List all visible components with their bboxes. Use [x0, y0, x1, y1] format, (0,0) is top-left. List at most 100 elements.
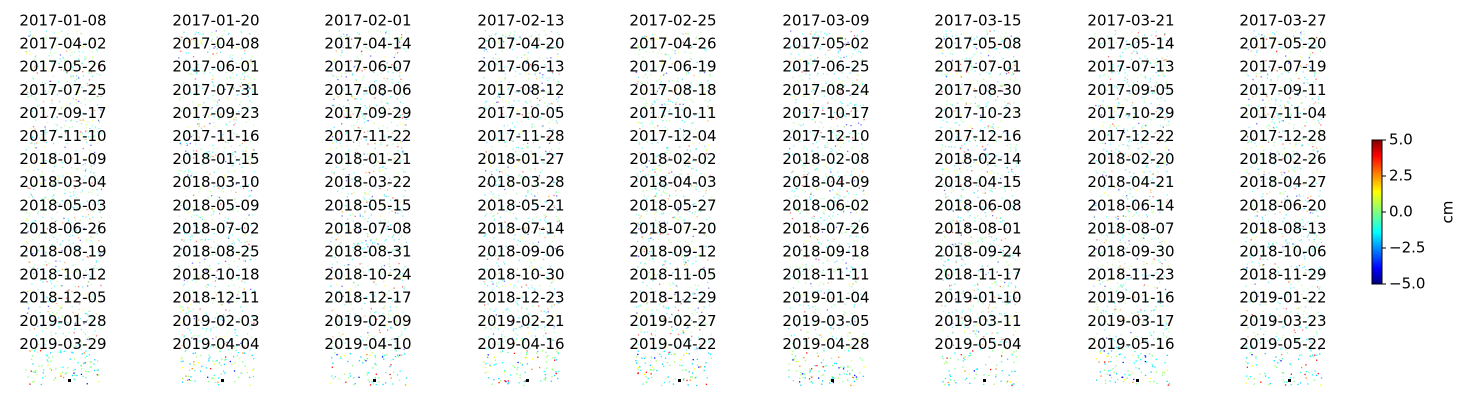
speckle-dot	[227, 184, 229, 187]
speckle-dot	[833, 73, 835, 75]
speckle-dot	[374, 108, 376, 110]
speckle-dot	[401, 117, 403, 119]
speckle-dot	[378, 268, 380, 270]
speckle-dot	[379, 167, 381, 169]
speckle-dot	[208, 265, 211, 267]
speckle-dot	[544, 236, 546, 239]
speckle-dot	[205, 270, 207, 272]
speckle-dot	[683, 154, 686, 156]
speckle-dot	[65, 104, 67, 106]
speckle-dot	[640, 122, 642, 124]
speckle-dot	[506, 107, 509, 109]
speckle-dot	[373, 281, 375, 283]
speckle-dot	[404, 115, 406, 117]
speckle-dot	[395, 320, 397, 322]
speckle-dot	[703, 233, 705, 236]
speckle-dot	[639, 207, 641, 209]
speckle-dot	[657, 165, 659, 167]
speckle-dot	[392, 139, 394, 141]
speckle-dot	[210, 328, 212, 330]
speckle-dot	[393, 231, 395, 233]
speckle-dot	[391, 179, 393, 182]
speckle-dot	[491, 245, 493, 247]
speckle-dot	[189, 272, 191, 275]
speckle-dot	[639, 97, 641, 99]
speckle-dot	[244, 365, 246, 367]
speckle-dot	[699, 343, 701, 346]
speckle-dot	[487, 371, 489, 373]
speckle-dot	[356, 121, 358, 123]
speckle-dot	[863, 366, 865, 368]
speckle-dot	[35, 55, 37, 57]
speckle-dot	[535, 205, 538, 208]
speckle-dot	[34, 371, 36, 373]
speckle-dot	[75, 99, 77, 101]
speckle-dot	[87, 313, 89, 316]
speckle-dot	[791, 129, 793, 131]
speckle-dot	[393, 157, 395, 160]
speckle-dot	[77, 90, 79, 93]
speckle-dot	[44, 210, 46, 212]
speckle-dot	[494, 63, 497, 65]
speckle-dot	[696, 311, 698, 314]
speckle-dot	[530, 188, 533, 191]
speckle-dot	[801, 264, 804, 266]
speckle-dot	[43, 213, 45, 215]
speckle-dot	[216, 48, 218, 50]
speckle-dot	[682, 137, 685, 139]
speckle-dot	[653, 66, 655, 69]
speckle-dot	[668, 239, 670, 241]
speckle-dot	[215, 43, 217, 45]
speckle-dot	[374, 311, 376, 314]
speckle-dot	[51, 196, 54, 198]
speckle-dot	[547, 233, 549, 235]
speckle-dot	[512, 329, 514, 332]
speckle-dot	[505, 380, 507, 383]
speckle-dot	[861, 359, 863, 361]
speckle-dot	[682, 330, 684, 332]
speckle-dot	[665, 267, 667, 269]
speckle-dot	[485, 337, 487, 339]
speckle-dot	[817, 162, 819, 165]
speckle-dot	[336, 314, 338, 316]
speckle-dot	[77, 91, 79, 94]
speckle-dot	[346, 131, 348, 134]
speckle-dot	[190, 155, 192, 157]
speckle-dot	[646, 210, 648, 212]
speckle-dot	[27, 250, 29, 253]
speckle-dot	[519, 174, 521, 176]
speckle-dot	[58, 153, 61, 155]
speckle-dot	[216, 104, 218, 107]
speckle-dot	[87, 213, 90, 216]
speckle-dot	[793, 122, 795, 124]
speckle-dot	[357, 151, 359, 154]
speckle-dot	[667, 362, 669, 364]
speckle-dot	[184, 335, 186, 337]
speckle-dot	[384, 222, 387, 224]
speckle-dot	[34, 58, 36, 60]
speckle-dot	[37, 288, 39, 291]
speckle-dot	[502, 207, 504, 209]
speckle-dot	[643, 62, 645, 64]
speckle-dot	[395, 38, 397, 40]
speckle-dot	[194, 225, 196, 227]
speckle-dot	[207, 196, 209, 198]
speckle-dot	[650, 233, 652, 236]
speckle-dot	[224, 216, 227, 219]
speckle-dot	[51, 287, 53, 290]
speckle-dot	[196, 94, 198, 96]
speckle-dot	[72, 157, 74, 159]
speckle-dot	[677, 98, 679, 100]
speckle-dot	[38, 234, 41, 236]
speckle-dot	[672, 253, 674, 255]
speckle-dot	[358, 144, 360, 147]
speckle-dot	[403, 288, 405, 290]
speckle-dot	[203, 324, 205, 326]
speckle-dot	[639, 274, 641, 276]
speckle-dot	[506, 226, 508, 228]
speckle-dot	[555, 348, 557, 350]
speckle-dot	[369, 343, 371, 345]
speckle-dot	[248, 106, 250, 109]
speckle-dot	[90, 344, 92, 346]
speckle-dot	[658, 347, 660, 349]
